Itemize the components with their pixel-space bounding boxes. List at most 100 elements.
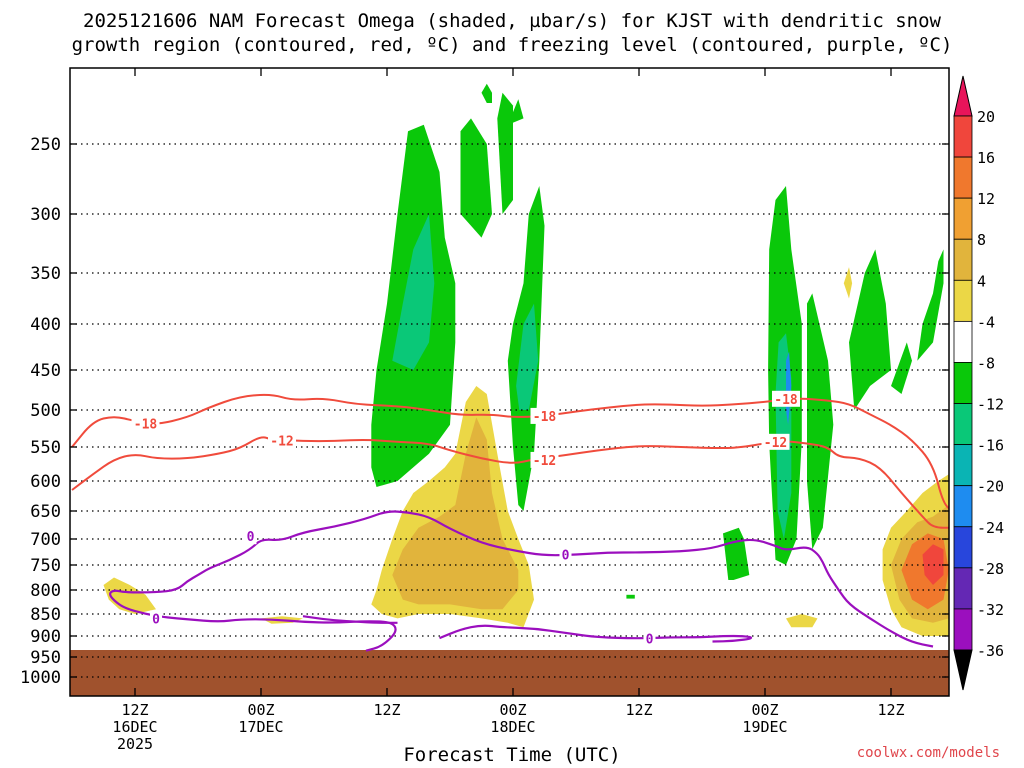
x-axis-label: Forecast Time (UTC) — [403, 744, 621, 766]
colorbar-segment — [953, 197, 973, 240]
y-tick-label: 900 — [30, 627, 61, 647]
label-minus12: -12 — [533, 454, 556, 469]
contour-label-bg — [150, 610, 162, 627]
label-minus18: -18 — [134, 417, 158, 432]
colorbar-label: 4 — [977, 272, 986, 290]
label-minus12: -12 — [270, 434, 293, 449]
x-tick-label: 19DEC — [742, 718, 787, 736]
chart-title-line-1: 2025121606 NAM Forecast Omega (shaded, µ… — [83, 10, 941, 32]
y-tick-label: 700 — [30, 530, 61, 550]
colorbar-label: -28 — [977, 560, 1004, 578]
label-zero: 0 — [562, 549, 570, 564]
colorbar-label: -32 — [977, 601, 1004, 619]
label-minus18: -18 — [533, 410, 557, 425]
y-tick-label: 250 — [30, 135, 61, 155]
colorbar-segment — [953, 115, 973, 158]
contour-label-bg — [761, 433, 790, 450]
pressure-axis: 2503003504004505005506006507007508008509… — [20, 135, 949, 688]
ground-surface — [70, 650, 949, 696]
colorbar-segment — [953, 279, 973, 322]
omega-region — [392, 214, 435, 370]
y-tick-label: 550 — [30, 438, 61, 458]
omega-region — [460, 118, 492, 238]
colorbar-label: -36 — [977, 642, 1004, 660]
colorbar-segment — [953, 403, 973, 446]
y-tick-label: 600 — [30, 472, 61, 492]
contour-label-bg — [244, 528, 257, 545]
x-tick-label: 12Z — [877, 701, 904, 719]
temperature-contours — [71, 393, 949, 652]
contour-label-bg — [268, 432, 296, 449]
omega-shading — [103, 83, 949, 636]
colorbar-label: 20 — [977, 108, 995, 126]
y-tick-label: 850 — [30, 605, 61, 625]
y-tick-label: 400 — [30, 315, 61, 335]
freezing-level-contour — [302, 615, 398, 624]
contour-labels: -18 -18 -18 -12 -12 -12 0 0 0 0 — [131, 390, 800, 648]
label-zero: 0 — [152, 612, 160, 627]
chart-title-line-2: growth region (contoured, red, ºC) and f… — [71, 34, 953, 56]
isotherm-minus18-contour — [71, 393, 949, 510]
colorbar-segment — [953, 567, 973, 610]
contour-label-bg — [559, 546, 572, 563]
colorbar-label: -20 — [977, 478, 1004, 496]
omega-region — [516, 303, 539, 410]
x-tick-label: 00Z — [499, 701, 526, 719]
omega-colorbar: 20 16 12 8 4 -4 -8 -12 -16 -20 -24 -28 -32 -36 — [953, 75, 1004, 691]
y-tick-label: 350 — [30, 264, 61, 284]
y-tick-label: 300 — [30, 205, 61, 225]
omega-region — [843, 267, 853, 299]
plot-frame — [69, 67, 950, 697]
label-zero: 0 — [646, 633, 654, 648]
label-minus18: -18 — [774, 393, 798, 408]
label-minus12: -12 — [764, 436, 787, 451]
colorbar-label: -24 — [977, 519, 1004, 537]
y-tick-label: 950 — [30, 648, 61, 668]
omega-region — [922, 544, 944, 585]
isotherm-minus12-contour — [71, 436, 949, 529]
x-tick-label: 00Z — [751, 701, 778, 719]
omega-region — [807, 293, 834, 550]
y-tick-label: 500 — [30, 401, 61, 421]
colorbar-label: 8 — [977, 231, 986, 249]
colorbar-segment — [953, 485, 973, 528]
freezing-level-contour — [109, 510, 934, 652]
y-tick-label: 750 — [30, 556, 61, 576]
contour-label-bg — [643, 630, 656, 647]
contour-label-bg — [530, 407, 559, 424]
x-tick-label: 12Z — [373, 701, 400, 719]
contour-label-bg — [772, 390, 800, 407]
colorbar-label: -8 — [977, 354, 995, 372]
colorbar-segment — [953, 238, 973, 281]
omega-region — [481, 83, 492, 103]
x-tick-label: 2025 — [117, 735, 153, 753]
omega-region — [507, 99, 524, 125]
colorbar-label: -4 — [977, 313, 995, 331]
x-tick-label: 00Z — [247, 701, 274, 719]
x-tick-label: 12Z — [121, 701, 148, 719]
x-tick-label: 16DEC — [112, 718, 157, 736]
colorbar-segment — [953, 444, 973, 487]
contour-label-bg — [530, 451, 559, 468]
colorbar-label: 12 — [977, 190, 995, 208]
pressure-gridlines — [70, 143, 949, 678]
colorbar-top-arrow — [953, 75, 973, 117]
omega-region — [103, 577, 156, 614]
omega-region — [786, 614, 818, 628]
colorbar-segment — [953, 362, 973, 404]
source-credit: coolwx.com/models — [856, 745, 1000, 761]
y-tick-label: 1000 — [20, 668, 61, 688]
colorbar-segment — [953, 156, 973, 199]
omega-region — [891, 342, 912, 394]
omega-region — [392, 417, 519, 610]
colorbar-segment — [953, 526, 973, 569]
y-tick-label: 800 — [30, 581, 61, 601]
x-tick-label: 18DEC — [490, 718, 535, 736]
colorbar-label: -16 — [977, 437, 1004, 455]
omega-region — [849, 249, 891, 410]
y-tick-label: 650 — [30, 502, 61, 522]
colorbar-segment — [953, 320, 973, 363]
colorbar-label: 16 — [977, 149, 995, 167]
